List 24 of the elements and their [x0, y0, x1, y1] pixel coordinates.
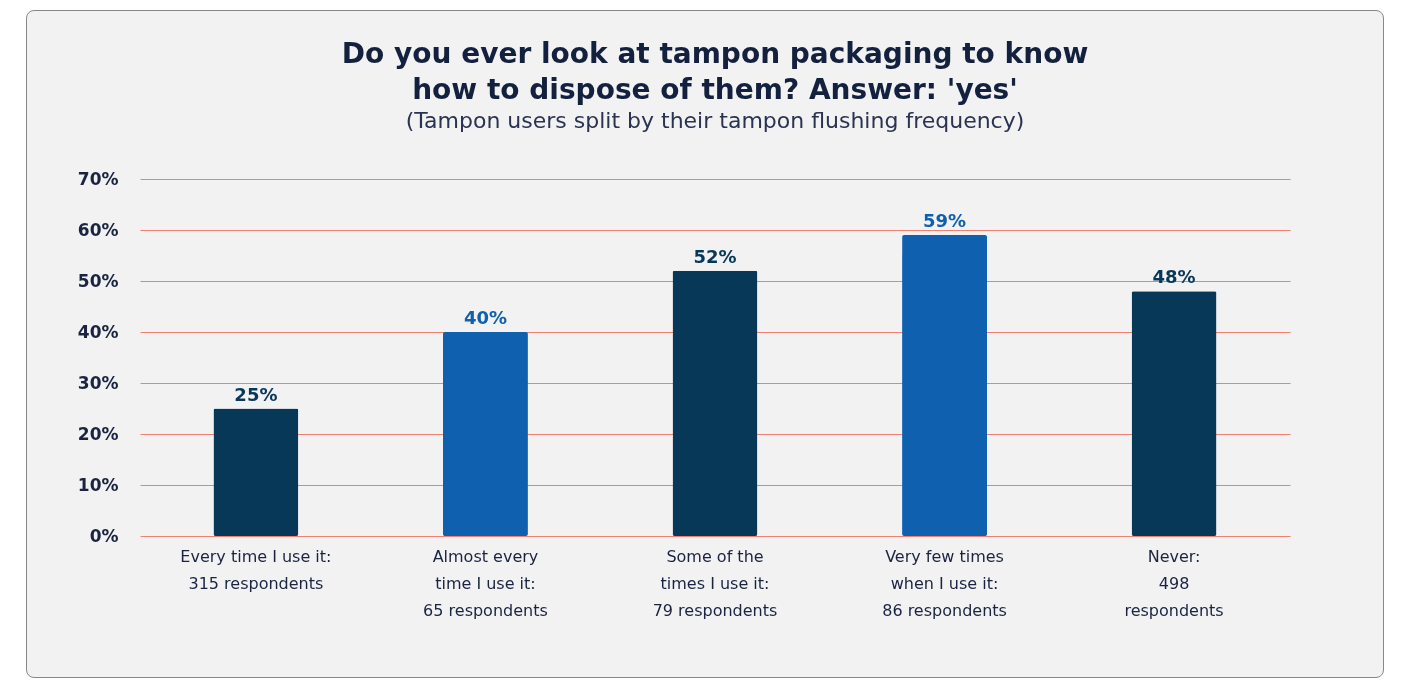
y-tick-label: 40%	[77, 321, 119, 342]
y-tick-label: 20%	[77, 423, 119, 444]
y-tick-label: 60%	[77, 219, 119, 240]
x-tick-label: Never: 498 respondents	[1124, 546, 1224, 620]
data-label: 40%	[463, 307, 508, 328]
x-tick-label: Almost every time I use it: 65 respondents	[423, 546, 548, 620]
y-tick-label: 70%	[77, 168, 119, 189]
x-tick-label: Every time I use it: 315 respondents	[180, 546, 332, 593]
data-label: 59%	[922, 210, 967, 232]
data-label: 52%	[693, 245, 737, 267]
bar	[213, 408, 299, 536]
y-tick-label: 50%	[77, 270, 119, 291]
chart-title: Do you ever look at tampon packaging to know how to dispose of them? Answer: 'yes'	[341, 37, 1089, 106]
bar	[442, 332, 528, 536]
chart-subtitle: (Tampon users split by their tampon flushing frequency)	[405, 108, 1025, 133]
x-tick-label: Very few times when I use it: 86 respondents	[882, 546, 1007, 620]
x-tick-label: Some of the times I use it: 79 respondents	[652, 546, 778, 620]
y-tick-label: 10%	[77, 474, 119, 495]
y-tick-label: 0%	[89, 525, 119, 546]
bar	[672, 270, 758, 536]
bar	[1131, 291, 1217, 536]
data-label: 25%	[234, 383, 278, 405]
y-tick-label: 30%	[77, 372, 119, 393]
bar	[902, 235, 988, 536]
